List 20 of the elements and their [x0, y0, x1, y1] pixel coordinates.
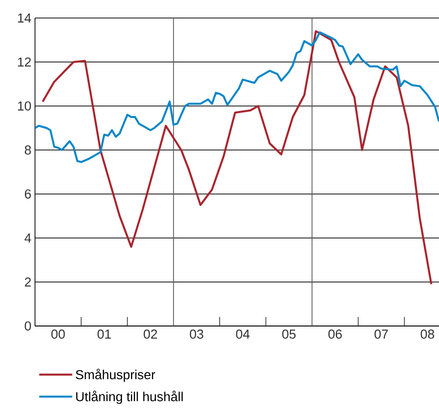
- x-tick-label: 04: [236, 330, 250, 339]
- y-tick-label: 2: [24, 277, 31, 287]
- x-tick-label: 00: [51, 330, 65, 339]
- x-tick-label: 07: [374, 330, 388, 339]
- x-tick-label: 08: [420, 330, 434, 339]
- x-tick-label: 05: [282, 330, 296, 339]
- y-tick-label: 4: [24, 234, 32, 242]
- y-tick-label: 14: [18, 14, 32, 22]
- x-tick-label: 03: [190, 330, 204, 339]
- y-tick-label: 6: [24, 189, 31, 199]
- y-tick-label: 8: [24, 145, 31, 155]
- x-tick-label: 06: [328, 330, 342, 339]
- y-tick-label: 12: [18, 57, 31, 67]
- x-tick-label: 01: [98, 330, 111, 339]
- x-tick-label: 02: [144, 330, 157, 339]
- legend-label: Småhuspriser: [76, 368, 156, 382]
- y-tick-label: 10: [18, 101, 31, 111]
- y-tick-label: 0: [24, 321, 31, 331]
- legend-label: Utlåning till hushåll: [76, 390, 183, 404]
- line-series: [42, 30, 432, 286]
